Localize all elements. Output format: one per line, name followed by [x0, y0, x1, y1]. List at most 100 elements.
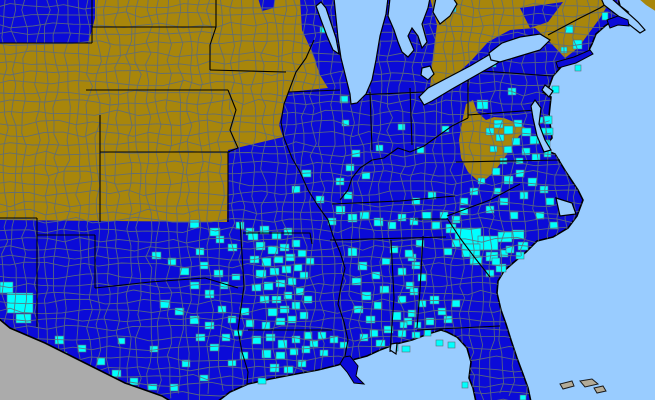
cyan-county — [291, 239, 301, 248]
cyan-county — [509, 211, 519, 220]
lake-ontario — [488, 33, 551, 63]
cyan-county — [117, 337, 126, 345]
state-border-line — [237, 329, 249, 385]
cyan-county — [397, 123, 406, 131]
cyan-county — [319, 349, 329, 357]
state-border-line — [331, 195, 456, 205]
state-border-line — [280, 39, 349, 357]
cyan-county — [381, 257, 391, 266]
cyan-county — [511, 229, 525, 240]
cyan-county — [477, 235, 499, 251]
cyan-county — [503, 145, 513, 154]
cyan-county — [391, 311, 402, 321]
cyan-county — [373, 301, 383, 310]
cyan-county — [15, 313, 32, 324]
state-border-line — [446, 183, 521, 217]
cyan-county — [215, 235, 225, 244]
cyan-county — [259, 225, 270, 235]
cape-cod — [606, 15, 630, 29]
cyan-county — [181, 359, 191, 368]
cyan-county — [283, 291, 293, 300]
cyan-county — [179, 267, 190, 276]
state-border-line — [446, 217, 491, 278]
cyan-county — [167, 257, 177, 266]
cyan-county — [437, 307, 447, 316]
cyan-county — [299, 271, 309, 280]
cyan-county — [255, 241, 266, 251]
cyan-county — [275, 351, 286, 360]
gold-region-west-virginia — [459, 100, 528, 180]
bahamas-island — [559, 380, 575, 390]
cyan-county — [411, 197, 421, 206]
state-border-line — [416, 235, 424, 329]
cyan-county — [505, 245, 515, 254]
state-border-line — [243, 232, 313, 245]
mexico-region — [0, 318, 171, 400]
cyan-county — [527, 177, 538, 187]
cyan-county — [365, 315, 376, 324]
bahamas-islands — [559, 378, 607, 394]
chesapeake-bay — [530, 98, 552, 153]
cyan-county — [357, 261, 368, 271]
cyan-county — [373, 217, 384, 227]
cyan-county — [447, 341, 456, 349]
cyan-county — [257, 377, 267, 385]
cyan-county — [451, 299, 461, 308]
pamlico-sound — [555, 197, 577, 217]
long-island — [555, 49, 594, 69]
lake-michigan — [333, 0, 389, 105]
state-border-line — [339, 117, 469, 201]
cyan-county — [263, 281, 274, 291]
cyan-county — [339, 95, 349, 104]
cyan-county — [303, 331, 313, 340]
cyan-county — [511, 137, 521, 146]
cyan-county — [359, 333, 369, 342]
cyan-county — [295, 287, 305, 296]
cyan-county — [169, 383, 179, 392]
cyan-county — [417, 273, 427, 282]
state-border-line — [389, 239, 395, 353]
cyan-county — [189, 315, 200, 325]
cyan-county — [209, 343, 220, 352]
cyan-county — [359, 211, 370, 220]
cyan-county — [503, 125, 514, 135]
state-border-line — [455, 159, 561, 163]
cyan-county — [601, 11, 609, 21]
cyan-county — [415, 239, 425, 248]
cyan-county — [277, 339, 288, 349]
cyan-county — [289, 347, 299, 356]
cyan-county — [267, 245, 279, 255]
cyan-county — [267, 307, 278, 317]
cyan-county — [521, 127, 532, 137]
cyan-county — [129, 377, 139, 386]
cyan-county — [503, 175, 514, 185]
state-border-line — [209, 69, 287, 73]
cyan-county — [261, 257, 272, 267]
cyan-county — [499, 249, 509, 258]
state-border-line — [369, 91, 373, 151]
cyan-county — [431, 221, 441, 230]
cyan-county — [309, 339, 319, 348]
cyan-county — [209, 227, 221, 237]
state-border-line — [355, 91, 425, 96]
green-bay — [315, 1, 340, 56]
cyan-county — [519, 394, 527, 400]
state-border-line — [329, 236, 447, 241]
cyan-county — [299, 311, 309, 320]
cyan-county — [545, 197, 555, 206]
cyan-county — [539, 185, 549, 194]
cyan-county — [401, 345, 411, 353]
cyan-county — [451, 215, 461, 224]
cyan-county — [287, 277, 297, 286]
state-border-line — [409, 87, 413, 146]
cyan-county — [404, 249, 414, 258]
mississippi-delta — [339, 355, 366, 385]
cyan-county — [271, 231, 282, 240]
cyan-county — [441, 125, 450, 133]
cyan-county — [261, 349, 272, 359]
cyan-county — [411, 331, 421, 339]
cyan-county — [521, 147, 531, 156]
gold-region-quebec-corner — [640, 0, 655, 11]
